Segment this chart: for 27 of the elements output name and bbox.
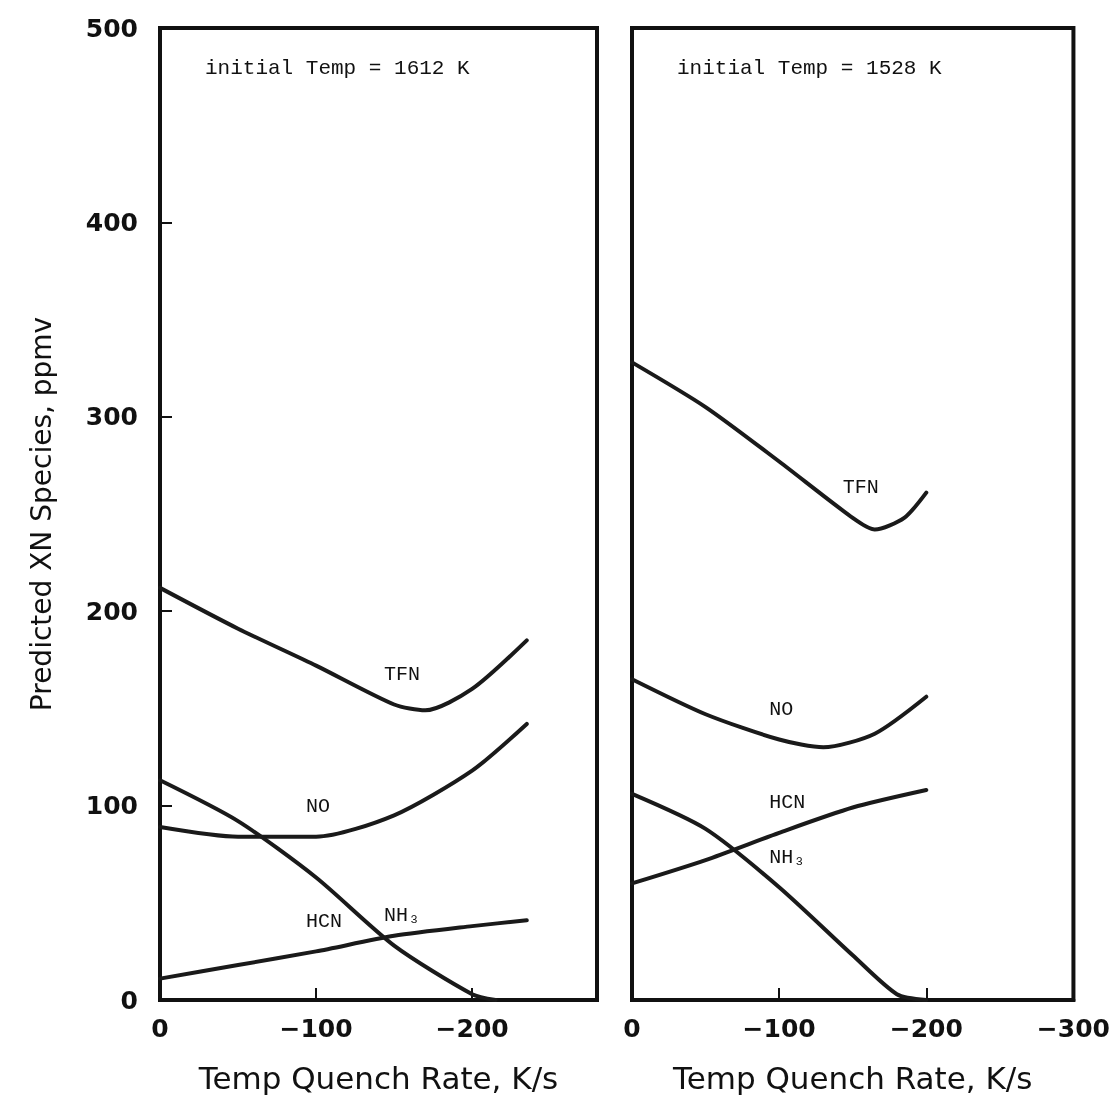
- series-label: TFN: [842, 476, 879, 500]
- x-tick-label: −100: [279, 1014, 353, 1043]
- x-tick-label: −200: [435, 1014, 509, 1043]
- series-label: TFN: [384, 663, 421, 687]
- series-label: NO: [769, 698, 794, 721]
- x-tick-label: 0: [151, 1014, 169, 1043]
- x-axis-title: Temp Quench Rate, K/s: [671, 1059, 1033, 1096]
- y-axis-title: Predicted XN Species, ppmv: [24, 316, 58, 712]
- y-tick-label: 0: [120, 985, 138, 1015]
- annotation: initial Temp = 1528 K: [677, 57, 943, 80]
- y-tick-label: 100: [85, 791, 138, 821]
- y-tick-label: 400: [85, 207, 138, 237]
- line-series: [158, 585, 529, 713]
- x-tick-label: −300: [1036, 1014, 1110, 1043]
- series-label: NH₃: [769, 845, 806, 869]
- series-label: NO: [306, 795, 331, 819]
- x-tick-label: −200: [889, 1014, 963, 1043]
- x-tick-label: 0: [623, 1014, 641, 1043]
- x-tick-label: −100: [742, 1014, 816, 1043]
- series-label: HCN: [306, 909, 343, 933]
- annotation: initial Temp = 1612 K: [205, 57, 471, 80]
- series-label: NH₃: [384, 904, 421, 928]
- y-tick-label: 200: [85, 596, 138, 626]
- y-tick-label: 500: [85, 13, 138, 43]
- x-axis-title: Temp Quench Rate, K/s: [197, 1059, 559, 1096]
- series-label: HCN: [769, 791, 806, 815]
- y-tick-label: 300: [85, 402, 138, 432]
